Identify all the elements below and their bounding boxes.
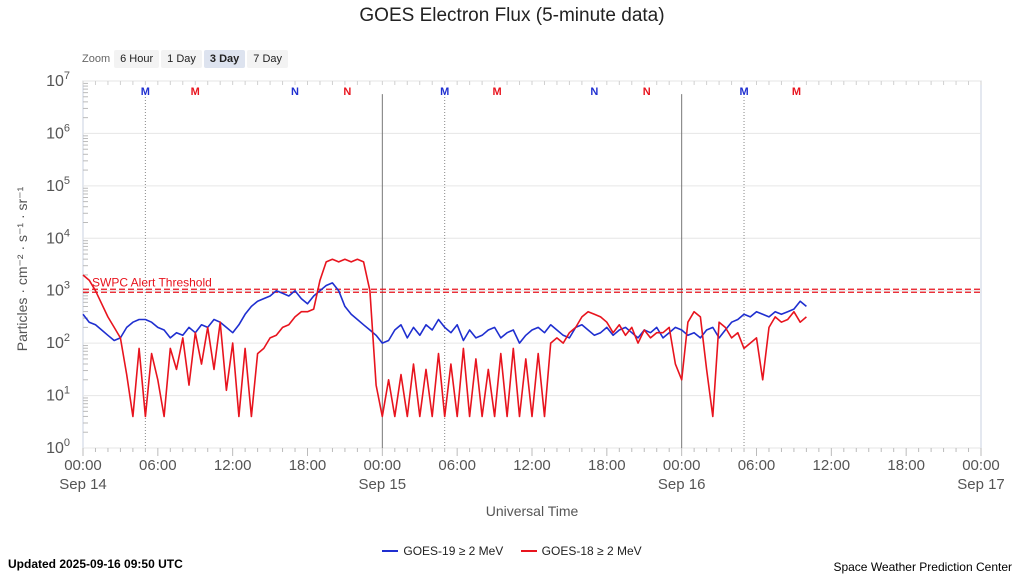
marker-label-N: N [291,86,299,98]
marker-label-N: N [590,86,598,98]
x-tick-date-label: Sep 15 [359,476,407,493]
credit-text: Space Weather Prediction Center [833,560,1012,574]
legend-goes19-label: GOES-19 ≥ 2 MeV [403,544,504,558]
legend-goes19[interactable]: GOES-19 ≥ 2 MeV [382,544,503,558]
x-tick-time-label: 18:00 [887,457,925,474]
legend: GOES-19 ≥ 2 MeV GOES-18 ≥ 2 MeV [0,541,1024,558]
x-tick-time-label: 06:00 [438,457,476,474]
x-tick-time-label: 00:00 [64,457,102,474]
chart-title: GOES Electron Flux (5-minute data) [359,5,665,26]
grid-lines [82,80,982,456]
updated-timestamp: Updated 2025-09-16 09:50 UTC [8,557,183,571]
marker-label-M: M [739,86,748,98]
zoom-3-day-button[interactable]: 3 Day [203,50,246,68]
zoom-6-hour-button[interactable]: 6 Hour [114,50,160,68]
x-axis-labels: 00:00 Sep 14 06:00 12:00 18:00 00:00 Sep 15 06:… [59,457,1005,493]
marker-label-M: M [792,86,801,98]
x-tick-time-label: 12:00 [513,457,551,474]
x-tick-time-label: 06:00 [139,457,177,474]
y-axis-labels: 100 101 102 103 104 105 106 107 [46,70,70,457]
x-tick-time-label: 12:00 [813,457,851,474]
data-series [82,258,807,418]
y-tick-label: 102 [46,332,70,352]
x-tick-date-label: Sep 14 [59,476,107,493]
x-tick-time-label: 18:00 [289,457,327,474]
marker-label-N: N [643,86,651,98]
alert-threshold-label: SWPC Alert Threshold [92,276,212,290]
x-tick-time-label: 18:00 [588,457,626,474]
alert-threshold: SWPC Alert Threshold [83,276,981,293]
plot-frame [82,80,982,449]
legend-goes18[interactable]: GOES-18 ≥ 2 MeV [520,544,642,558]
x-axis-title: Universal Time [486,503,579,519]
legend-goes19-swatch [382,550,399,552]
x-tick-time-label: 06:00 [738,457,776,474]
x-tick-time-label: 00:00 [663,457,701,474]
y-axis-title: Particles · cm⁻² · s⁻¹ · sr⁻¹ [14,186,30,351]
marker-label-N: N [343,86,351,98]
series-line-goes18 [82,258,807,418]
y-tick-label: 104 [46,227,70,247]
y-tick-label: 103 [46,280,70,300]
y-tick-label: 107 [46,70,70,90]
marker-label-M: M [141,86,150,98]
y-tick-label: 101 [46,385,70,405]
marker-label-M: M [191,86,200,98]
zoom-label: Zoom [82,53,111,65]
zoom-7-day-button[interactable]: 7 Day [247,50,289,68]
y-tick-label: 105 [46,175,70,195]
marker-label-M: M [492,86,501,98]
zoom-1-day-button[interactable]: 1 Day [161,50,202,68]
x-tick-date-label: Sep 17 [957,476,1005,493]
x-tick-date-label: Sep 16 [658,476,706,493]
y-tick-label: 100 [46,437,70,457]
marker-label-M: M [440,86,449,98]
zoom-control: Zoom 6 Hour 1 Day 3 Day 7 Day [82,49,290,69]
x-tick-time-label: 00:00 [364,457,402,474]
series-line-goes19 [82,282,807,344]
legend-goes18-label: GOES-18 ≥ 2 MeV [541,544,642,558]
x-tick-time-label: 12:00 [214,457,252,474]
x-tick-time-label: 00:00 [962,457,1000,474]
legend-goes18-swatch [520,550,537,552]
y-tick-label: 106 [46,122,70,142]
